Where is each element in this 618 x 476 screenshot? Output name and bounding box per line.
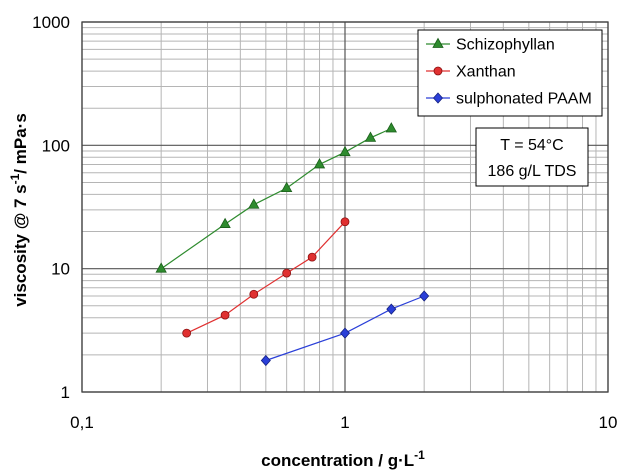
conditions-annotation: T = 54°C 186 g/L TDS [475, 127, 589, 187]
series-sulphonated-paam [260, 290, 430, 367]
data-point-triangle [155, 262, 167, 273]
data-point-diamond [260, 354, 271, 367]
y-tick-label: 10 [51, 260, 70, 279]
legend-label: sulphonated PAAM [456, 91, 592, 108]
legend-label: Xanthan [456, 64, 516, 81]
data-point-triangle [280, 181, 293, 193]
legend-item: Xanthan [426, 64, 516, 81]
data-point-circle [307, 252, 317, 262]
data-point-diamond [419, 290, 430, 302]
data-point-diamond [386, 303, 397, 315]
y-tick-label: 1000 [32, 13, 70, 32]
series-schizophyllan [155, 122, 397, 273]
data-point-circle [220, 310, 230, 320]
y-tick-label: 100 [42, 136, 70, 155]
data-point-circle [282, 268, 292, 278]
x-tick-label: 1 [340, 413, 349, 432]
y-axis-label: viscosity @ 7 s-1/ mPa·s [8, 113, 30, 307]
legend-item: Schizophyllan [426, 37, 555, 54]
annotation-line-tds: 186 g/L TDS [488, 163, 577, 180]
data-point-diamond [339, 327, 351, 339]
x-axis-label: concentration / g·L-1 [261, 448, 425, 470]
data-point-triangle [385, 122, 397, 133]
data-point-circle [340, 217, 350, 227]
data-point-triangle [339, 145, 351, 157]
data-point-triangle [364, 131, 377, 142]
series-xanthan [182, 217, 350, 338]
data-point-circle [433, 66, 443, 76]
x-tick-label: 10 [599, 413, 618, 432]
series-line [186, 221, 346, 334]
annotation-line-temperature: T = 54°C [500, 137, 563, 154]
y-tick-label: 1 [61, 383, 70, 402]
plot-border [81, 21, 609, 393]
legend-item: sulphonated PAAM [426, 91, 592, 108]
data-point-diamond [432, 92, 444, 104]
plot-frame [81, 21, 609, 393]
legend: Schizophyllan Xanthan sulphonated PAAM [417, 29, 603, 117]
data-point-triangle [313, 158, 326, 169]
legend-label: Schizophyllan [456, 37, 555, 54]
data-point-triangle [432, 37, 444, 48]
data-point-triangle [248, 198, 260, 209]
series-line [265, 295, 425, 362]
data-point-triangle [219, 217, 231, 228]
x-tick-label: 0,1 [70, 413, 94, 432]
data-point-circle [249, 289, 259, 299]
data-series [155, 122, 430, 367]
conditions-box [475, 127, 589, 187]
data-point-circle [182, 328, 192, 338]
series-line [160, 127, 392, 270]
